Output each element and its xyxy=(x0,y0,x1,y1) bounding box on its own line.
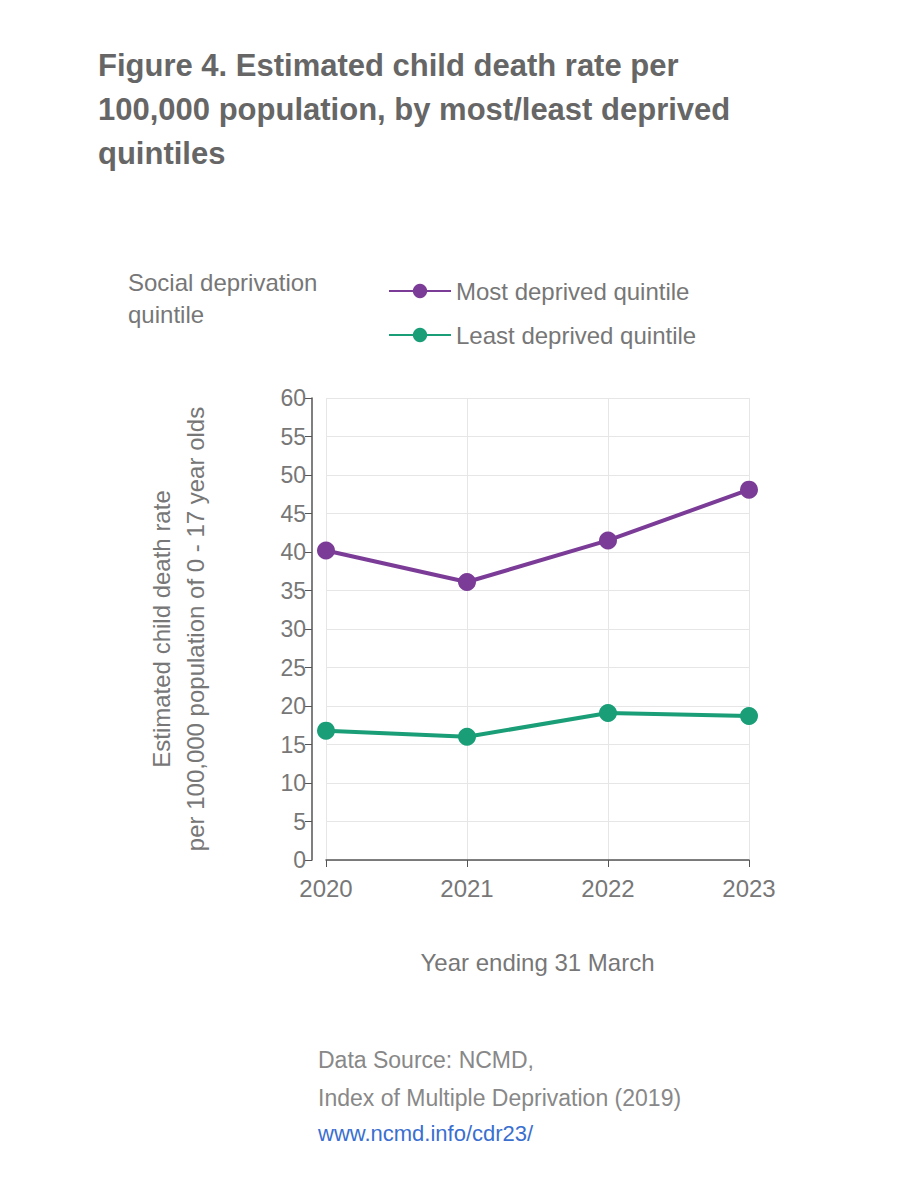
svg-text:55: 55 xyxy=(280,424,306,450)
svg-text:Year ending 31 March: Year ending 31 March xyxy=(421,949,655,976)
svg-text:0: 0 xyxy=(293,847,306,873)
svg-text:Least deprived quintile: Least deprived quintile xyxy=(456,322,696,349)
svg-text:quintile: quintile xyxy=(128,301,204,328)
svg-text:Social deprivation: Social deprivation xyxy=(128,269,317,296)
svg-text:2020: 2020 xyxy=(299,875,352,902)
svg-text:per 100,000 population of 0 -: per 100,000 population of 0 - 17 year ol… xyxy=(182,407,209,851)
svg-text:2021: 2021 xyxy=(440,875,493,902)
svg-text:Index of Multiple Deprivation: Index of Multiple Deprivation (2019) xyxy=(318,1085,681,1111)
svg-text:40: 40 xyxy=(280,539,306,565)
svg-text:15: 15 xyxy=(280,732,306,758)
svg-text:20: 20 xyxy=(280,693,306,719)
svg-text:Figure 4. Estimated child deat: Figure 4. Estimated child death rate per xyxy=(98,48,679,83)
svg-text:10: 10 xyxy=(280,770,306,796)
svg-text:Estimated child death rate: Estimated child death rate xyxy=(148,490,175,768)
svg-text:2023: 2023 xyxy=(722,875,775,902)
svg-text:2022: 2022 xyxy=(581,875,634,902)
svg-text:quintiles: quintiles xyxy=(98,136,225,171)
svg-text:50: 50 xyxy=(280,462,306,488)
svg-text:25: 25 xyxy=(280,655,306,681)
svg-text:5: 5 xyxy=(293,809,306,835)
svg-text:60: 60 xyxy=(280,385,306,411)
svg-text:www.ncmd.info/cdr23/: www.ncmd.info/cdr23/ xyxy=(317,1121,534,1146)
svg-text:30: 30 xyxy=(280,616,306,642)
svg-text:35: 35 xyxy=(280,578,306,604)
svg-text:Most deprived quintile: Most deprived quintile xyxy=(456,278,689,305)
svg-text:100,000 population, by most/le: 100,000 population, by most/least depriv… xyxy=(98,92,730,127)
svg-text:Data Source: NCMD,: Data Source: NCMD, xyxy=(318,1047,534,1073)
svg-text:45: 45 xyxy=(280,501,306,527)
